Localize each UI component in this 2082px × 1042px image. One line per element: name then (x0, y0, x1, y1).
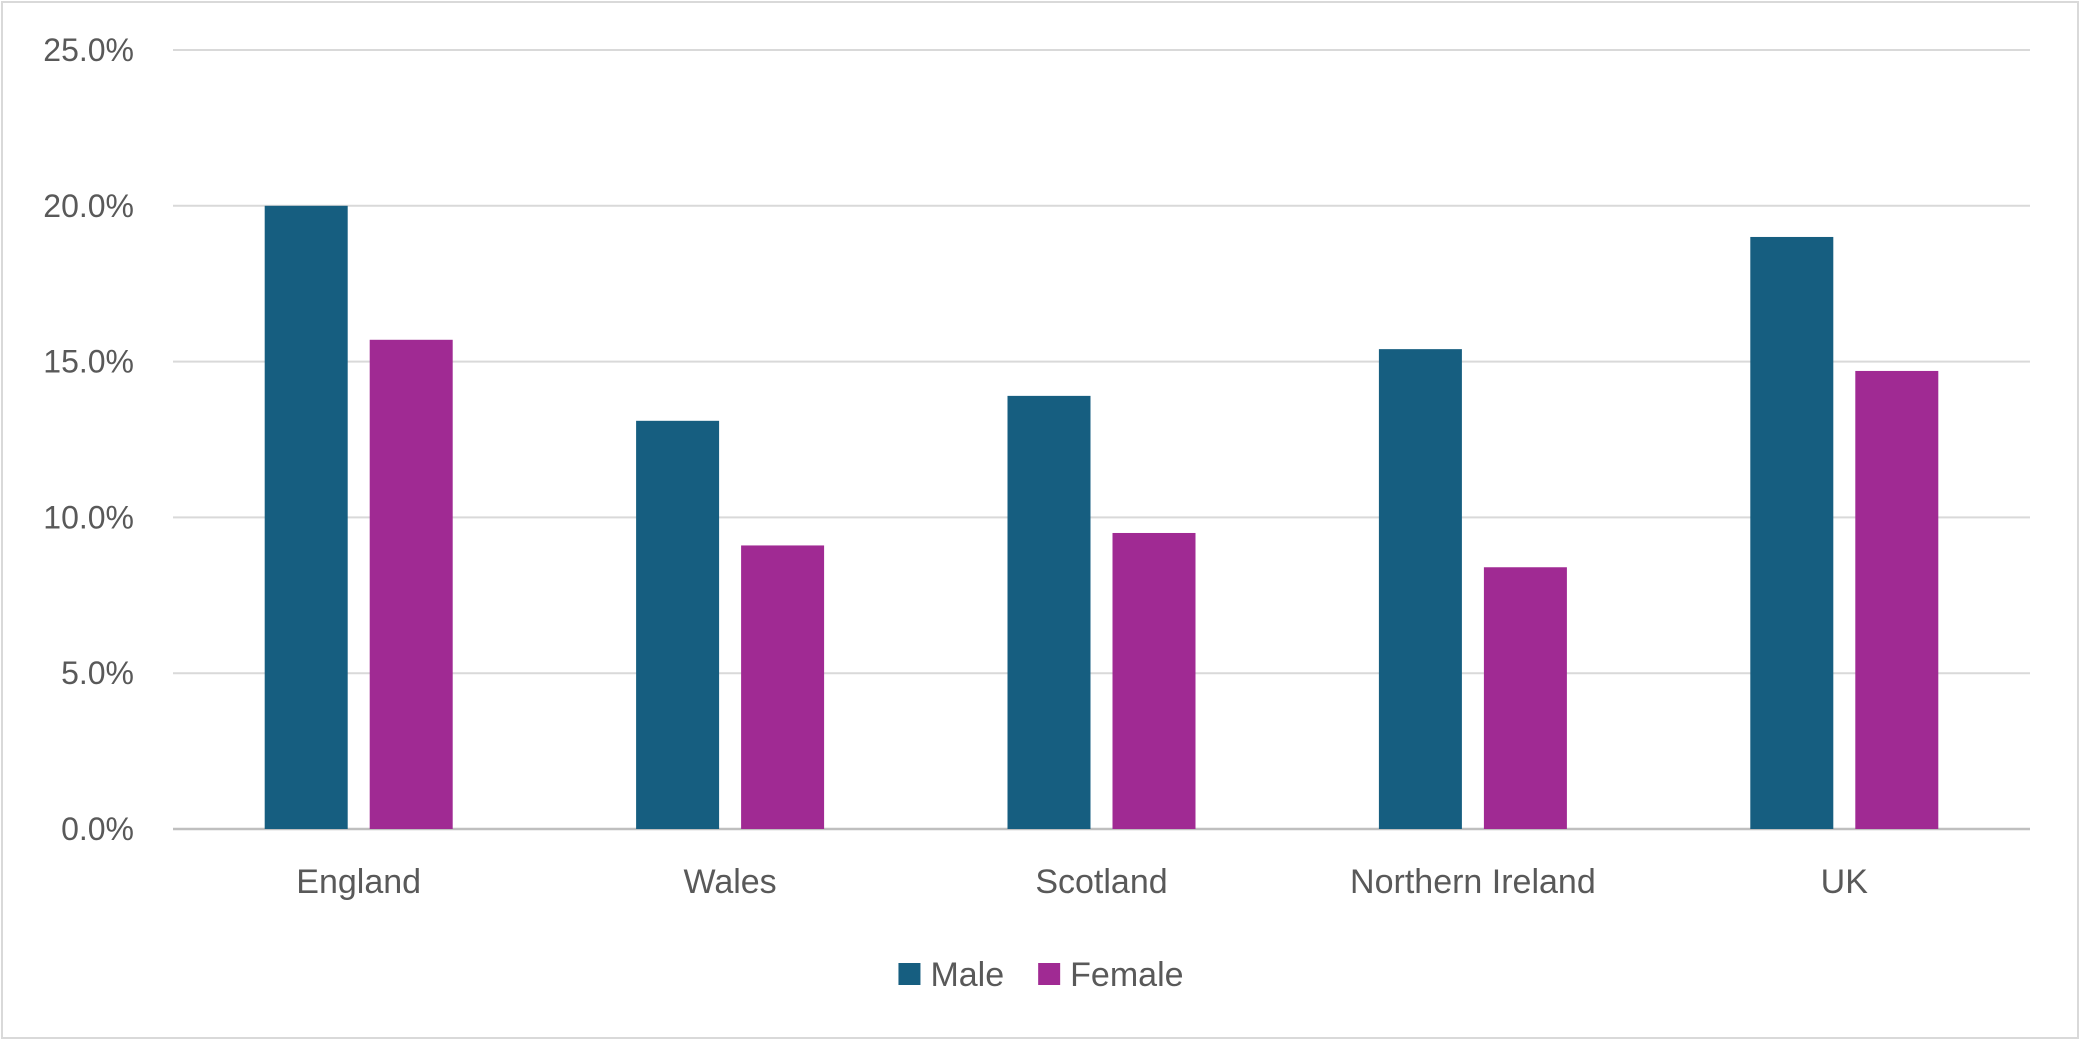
y-tick-label: 10.0% (43, 499, 134, 535)
y-tick-label: 5.0% (61, 655, 134, 691)
x-category-label: Scotland (1035, 863, 1167, 901)
bar-male-northern-ireland (1378, 349, 1462, 829)
y-axis-ticks: 0.0% 5.0% 10.0% 15.0% 20.0% 25.0% (43, 32, 134, 847)
legend-label: Female (1070, 956, 1183, 994)
bar-female-scotland (1112, 532, 1196, 829)
legend-swatch-female (1038, 963, 1061, 985)
x-axis-labels: England Wales Scotland Northern Ireland UK (296, 863, 1868, 901)
gridlines (173, 49, 2030, 831)
legend-label: Male (930, 956, 1004, 994)
bar-male-wales (636, 420, 720, 829)
bar-female-wales (741, 545, 825, 829)
bar-female-northern-ireland (1483, 567, 1567, 829)
x-category-label: UK (1821, 863, 1869, 901)
legend: Male Female (898, 956, 1184, 994)
bar-male-scotland (1007, 395, 1091, 829)
bar-male-england (264, 205, 348, 830)
x-category-label: Wales (683, 863, 776, 901)
bar-female-england (369, 339, 453, 829)
bar-female-uk (1855, 370, 1939, 829)
y-tick-label: 15.0% (43, 344, 134, 380)
x-category-label: Northern Ireland (1350, 863, 1596, 901)
y-tick-label: 0.0% (61, 811, 134, 847)
bar-male-uk (1750, 236, 1834, 829)
legend-swatch-male (898, 963, 921, 985)
y-tick-label: 25.0% (43, 32, 134, 68)
bars (264, 205, 1939, 830)
y-tick-label: 20.0% (43, 188, 134, 224)
x-category-label: England (296, 863, 421, 901)
